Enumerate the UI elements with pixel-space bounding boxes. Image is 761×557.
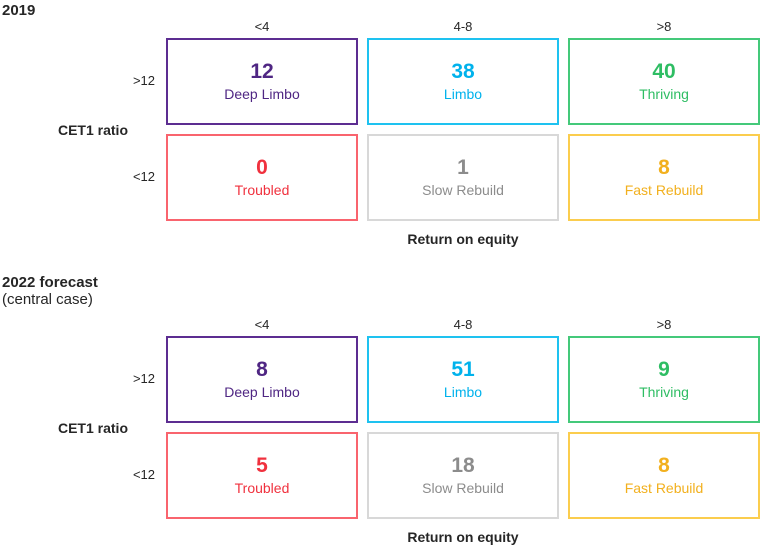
cell-value: 8 — [256, 358, 268, 381]
cell-label: Fast Rebuild — [624, 182, 704, 198]
column-labels: <4 4-8 >8 — [166, 317, 760, 332]
cell-label: Fast Rebuild — [624, 480, 704, 496]
row-label-lt12: <12 — [132, 467, 155, 482]
cell-value: 40 — [652, 60, 676, 83]
chart-title: 2022 forecast — [2, 274, 98, 291]
matrix-grid: 8 Deep Limbo 51 Limbo 9 Thriving 5 Troub… — [166, 336, 760, 519]
y-axis-label: CET1 ratio — [57, 122, 128, 138]
row-label-gt12: >12 — [132, 371, 155, 386]
cell-label: Thriving — [639, 86, 689, 102]
row-label-gt12: >12 — [132, 73, 155, 88]
cell-value: 12 — [250, 60, 274, 83]
matrix-cell-thriving: 40 Thriving — [568, 38, 760, 125]
matrix-cell-troubled: 0 Troubled — [166, 134, 358, 221]
column-label-4to8: 4-8 — [453, 317, 473, 332]
matrix-cell-slow-rebuild: 18 Slow Rebuild — [367, 432, 559, 519]
cell-value: 8 — [658, 156, 670, 179]
cell-label: Limbo — [443, 384, 483, 400]
cell-value: 38 — [451, 60, 475, 83]
matrix-cell-deep-limbo: 8 Deep Limbo — [166, 336, 358, 423]
cell-value: 9 — [658, 358, 670, 381]
column-labels: <4 4-8 >8 — [166, 19, 760, 34]
cell-label: Troubled — [234, 182, 290, 198]
cell-value: 18 — [451, 454, 475, 477]
column-label-gt8: >8 — [656, 317, 672, 332]
matrix-cell-fast-rebuild: 8 Fast Rebuild — [568, 134, 760, 221]
y-axis-label: CET1 ratio — [57, 420, 128, 436]
cell-label: Deep Limbo — [224, 86, 300, 102]
matrix-grid: 12 Deep Limbo 38 Limbo 40 Thriving 0 Tro… — [166, 38, 760, 221]
matrix-cell-slow-rebuild: 1 Slow Rebuild — [367, 134, 559, 221]
x-axis-label: Return on equity — [407, 231, 519, 247]
chart-title: 2019 — [2, 2, 36, 19]
column-label-4to8: 4-8 — [453, 19, 473, 34]
chart-2019: 2019 <4 4-8 >8 >12 CET1 ratio <12 12 Dee… — [0, 0, 761, 260]
column-label-gt8: >8 — [656, 19, 672, 34]
chart-subtitle: (central case) — [2, 291, 93, 308]
cell-value: 51 — [451, 358, 475, 381]
cell-label: Limbo — [443, 86, 483, 102]
cell-label: Troubled — [234, 480, 290, 496]
column-label-lt4: <4 — [254, 19, 270, 34]
column-label-lt4: <4 — [254, 317, 270, 332]
matrix-cell-limbo: 38 Limbo — [367, 38, 559, 125]
row-label-lt12: <12 — [132, 169, 155, 184]
cell-value: 0 — [256, 156, 268, 179]
cell-label: Slow Rebuild — [422, 480, 504, 496]
cell-label: Deep Limbo — [224, 384, 300, 400]
matrix-cell-troubled: 5 Troubled — [166, 432, 358, 519]
cell-value: 1 — [457, 156, 469, 179]
chart-2022-forecast: 2022 forecast (central case) <4 4-8 >8 >… — [0, 272, 761, 557]
matrix-cell-fast-rebuild: 8 Fast Rebuild — [568, 432, 760, 519]
matrix-cell-deep-limbo: 12 Deep Limbo — [166, 38, 358, 125]
cell-label: Slow Rebuild — [422, 182, 504, 198]
matrix-cell-thriving: 9 Thriving — [568, 336, 760, 423]
cell-label: Thriving — [639, 384, 689, 400]
cell-value: 8 — [658, 454, 670, 477]
cell-value: 5 — [256, 454, 268, 477]
matrix-cell-limbo: 51 Limbo — [367, 336, 559, 423]
x-axis-label: Return on equity — [407, 529, 519, 545]
